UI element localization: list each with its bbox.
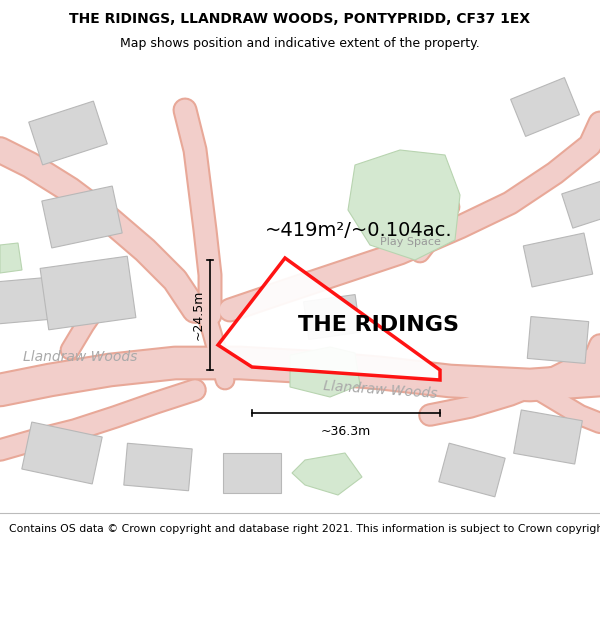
Polygon shape	[218, 258, 440, 380]
Polygon shape	[292, 453, 362, 495]
Bar	[223, 453, 281, 493]
Bar	[562, 178, 600, 228]
Bar	[523, 233, 593, 287]
Text: ~24.5m: ~24.5m	[192, 290, 205, 340]
Text: Llandraw Woods: Llandraw Woods	[23, 350, 137, 364]
Text: Map shows position and indicative extent of the property.: Map shows position and indicative extent…	[120, 38, 480, 51]
Bar	[439, 443, 505, 497]
Polygon shape	[290, 347, 360, 397]
Bar	[514, 410, 583, 464]
Text: Contains OS data © Crown copyright and database right 2021. This information is : Contains OS data © Crown copyright and d…	[9, 524, 600, 534]
Bar	[42, 186, 122, 248]
Bar	[40, 256, 136, 330]
Bar	[22, 422, 102, 484]
Bar	[511, 78, 580, 136]
Text: ~419m²/~0.104ac.: ~419m²/~0.104ac.	[265, 221, 452, 240]
Text: Play Space: Play Space	[380, 237, 440, 247]
Bar	[124, 443, 192, 491]
Bar	[527, 316, 589, 364]
Bar	[29, 101, 107, 165]
Polygon shape	[0, 243, 22, 273]
Bar	[304, 294, 361, 339]
Text: ~36.3m: ~36.3m	[321, 425, 371, 438]
Bar	[0, 276, 66, 324]
Polygon shape	[348, 150, 460, 260]
Text: THE RIDINGS: THE RIDINGS	[298, 315, 458, 335]
Text: Llandraw Woods: Llandraw Woods	[322, 379, 437, 401]
Text: THE RIDINGS, LLANDRAW WOODS, PONTYPRIDD, CF37 1EX: THE RIDINGS, LLANDRAW WOODS, PONTYPRIDD,…	[70, 12, 530, 26]
